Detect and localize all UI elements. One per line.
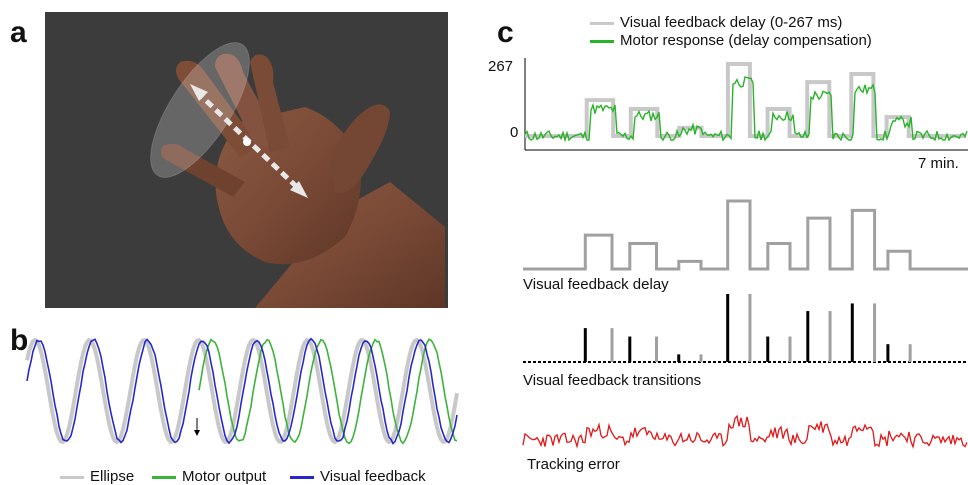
tracking-error-trace [522, 414, 968, 450]
transitions-trace-label: Visual feedback transitions [523, 372, 702, 389]
legend-visual-feedback: Visual feedback [290, 468, 426, 485]
tracking-error-line [522, 414, 968, 450]
ellipse-trace [25, 337, 459, 445]
delay-step-trace [525, 62, 966, 138]
visual-feedback-delay-trace [523, 199, 968, 271]
ellipse-swatch [60, 475, 84, 479]
legend-motor-output: Motor output [152, 468, 266, 485]
hand-image [45, 12, 448, 308]
y-tick-0: 0 [510, 124, 519, 141]
down-arrow-icon [194, 418, 200, 436]
legend-delay-label: Visual feedback delay (0-267 ms) [620, 14, 843, 31]
visual-feedback-trace [26, 337, 458, 445]
panel-label-a: a [10, 16, 27, 49]
motor-output-trace [198, 338, 458, 445]
panel-label-b: b [10, 324, 29, 357]
motor-response-swatch [590, 39, 614, 43]
delay-trace-label: Visual feedback delay [523, 276, 669, 293]
visual-feedback-swatch [290, 475, 314, 479]
tracking-sinusoid-chart [25, 337, 459, 445]
error-trace-label: Tracking error [527, 456, 620, 473]
legend-motor-response-label: Motor response (delay compensation) [620, 32, 872, 49]
legend-ellipse: Ellipse [60, 468, 134, 485]
motor-response-trace [524, 76, 968, 143]
visual-feedback-transitions-trace [523, 294, 968, 363]
motor-output-swatch [152, 475, 176, 479]
delay-compensation-chart [524, 58, 968, 151]
y-tick-267: 267 [488, 58, 514, 75]
x-axis-label: 7 min. [918, 155, 959, 172]
legend-motor-output-label: Motor output [182, 468, 267, 485]
hand-illustration [150, 42, 445, 308]
legend-motor-response: Motor response (delay compensation) [590, 32, 872, 49]
legend-visual-feedback-label: Visual feedback [320, 468, 426, 485]
legend-delay: Visual feedback delay (0-267 ms) [590, 14, 842, 31]
delay-swatch [590, 21, 614, 25]
panel-label-c: c [497, 16, 514, 49]
legend-ellipse-label: Ellipse [90, 468, 135, 485]
delay-step-line [523, 199, 968, 271]
